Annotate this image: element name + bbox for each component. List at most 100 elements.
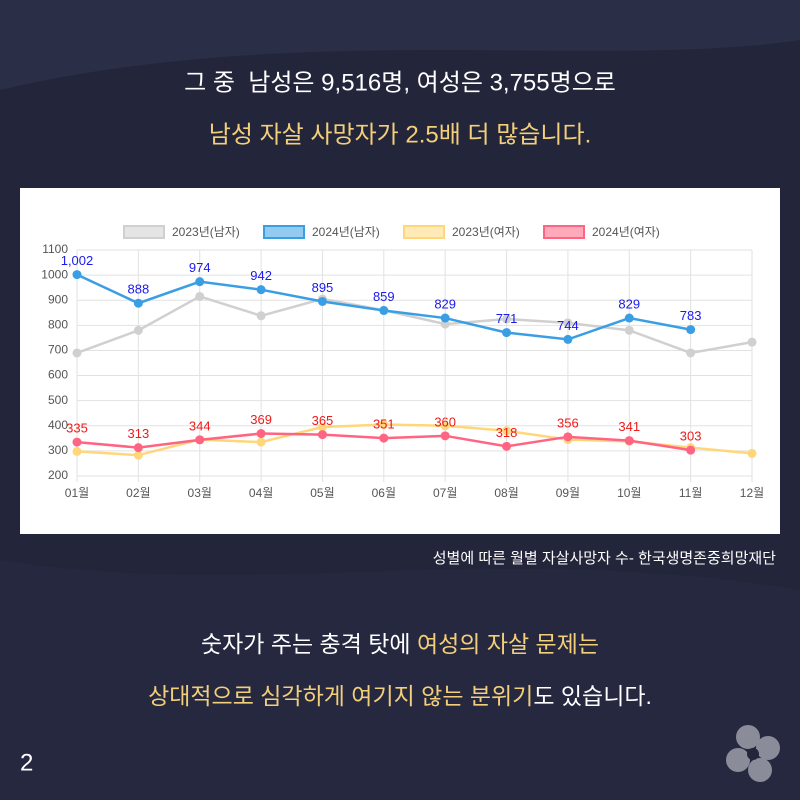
data-label: 771: [496, 311, 518, 326]
legend-swatch: [403, 225, 445, 239]
data-point: [72, 437, 82, 447]
x-tick-label: 10월: [617, 486, 641, 500]
data-label: 351: [373, 417, 395, 432]
data-point: [624, 436, 634, 446]
chart: 200 300 400 500 600 700 800 900 1000 1100 01월 02월 03…: [41, 225, 764, 500]
data-point: [440, 313, 450, 323]
logo: [726, 725, 780, 782]
data-point: [256, 437, 266, 447]
data-point: [195, 291, 205, 301]
data-label: 335: [66, 421, 88, 436]
data-point: [563, 432, 573, 442]
data-label: 369: [250, 412, 272, 427]
data-point: [133, 325, 143, 335]
data-point: [72, 348, 82, 358]
data-point: [72, 446, 82, 456]
x-tick-label: 12월: [740, 486, 764, 500]
data-label: 360: [434, 414, 456, 429]
data-point: [747, 337, 757, 347]
legend-swatch: [543, 225, 585, 239]
data-point: [256, 285, 266, 295]
x-tick-label: 08월: [494, 486, 518, 500]
data-point: [317, 296, 327, 306]
y-tick-label: 400: [48, 418, 68, 432]
data-point: [379, 433, 389, 443]
data-label: 859: [373, 289, 395, 304]
data-point: [133, 443, 143, 453]
y-tick-label: 900: [48, 292, 68, 306]
x-tick-label: 06월: [372, 486, 396, 500]
data-label: 313: [128, 426, 150, 441]
data-label: 1,002: [61, 253, 94, 268]
legend-label: 2023년(남자): [172, 225, 240, 239]
data-label: 829: [618, 296, 640, 311]
y-tick-label: 500: [48, 393, 68, 407]
legend-label: 2024년(남자): [312, 225, 380, 239]
data-label: 365: [312, 413, 334, 428]
data-point: [686, 348, 696, 358]
legend-swatch: [123, 225, 165, 239]
data-point: [256, 311, 266, 321]
body-text: 숫자가 주는 충격 탓에: [201, 631, 417, 657]
y-tick-label: 700: [48, 343, 68, 357]
legend-swatch: [263, 225, 305, 239]
data-point: [502, 441, 512, 451]
series-line: [76, 295, 753, 355]
x-tick-label: 01월: [65, 486, 89, 500]
data-label: 344: [189, 418, 211, 433]
body-text: 도 있습니다.: [533, 683, 652, 709]
y-tick-label: 200: [48, 468, 68, 482]
x-tick-label: 04월: [249, 486, 273, 500]
legend-label: 2023년(여자): [452, 225, 520, 239]
data-point: [195, 435, 205, 445]
data-label: 888: [128, 282, 150, 297]
data-label: 942: [250, 268, 272, 283]
data-point: [686, 445, 696, 455]
data-label: 303: [680, 429, 702, 444]
data-point: [440, 431, 450, 441]
data-label: 783: [680, 308, 702, 323]
chart-panel: [20, 188, 780, 534]
x-tick-label: 07월: [433, 486, 457, 500]
page-number: 2: [20, 749, 33, 776]
data-label: 974: [189, 260, 211, 275]
data-point: [502, 314, 512, 324]
data-label: 341: [618, 419, 640, 434]
data-label: 744: [557, 318, 579, 333]
data-point: [133, 298, 143, 308]
body-highlight: 여성의 자살 문제는: [417, 631, 599, 657]
data-point: [256, 429, 266, 439]
data-point: [379, 420, 389, 430]
data-point: [379, 306, 389, 316]
y-tick-label: 1000: [41, 267, 68, 281]
data-point: [133, 450, 143, 460]
x-tick-label: 02월: [126, 486, 150, 500]
y-tick-label: 800: [48, 318, 68, 332]
data-point: [747, 448, 757, 458]
x-tick-label: 11월: [679, 486, 703, 500]
body-line: 숫자가 주는 충격 탓에 여성의 자살 문제는: [201, 631, 599, 657]
y-tick-label: 1100: [42, 242, 68, 256]
caption: 성별에 따른 월별 자살사망자 수- 한국생명존중희망재단: [433, 550, 776, 567]
body-highlight: 상대적으로 심각하게 여기지 않는 분위기: [148, 683, 533, 709]
x-tick-label: 05월: [310, 486, 334, 500]
data-point: [686, 325, 696, 335]
bg-shape: [0, 0, 800, 90]
bg-shape: [0, 560, 800, 800]
legend-label: 2024년(여자): [592, 225, 660, 239]
data-point: [563, 334, 573, 344]
data-point: [195, 277, 205, 287]
data-label: 318: [496, 425, 518, 440]
body-line: 상대적으로 심각하게 여기지 않는 분위기도 있습니다.: [148, 683, 652, 709]
data-point: [317, 422, 327, 432]
data-point: [563, 318, 573, 328]
data-point: [440, 421, 450, 431]
x-tick-label: 03월: [188, 486, 212, 500]
y-tick-label: 600: [48, 368, 68, 382]
data-point: [502, 328, 512, 338]
headline: 그 중 남성은 9,516명, 여성은 3,755명으로: [184, 69, 616, 96]
data-point: [624, 313, 634, 323]
data-label: 895: [312, 280, 334, 295]
y-tick-label: 300: [48, 443, 68, 457]
